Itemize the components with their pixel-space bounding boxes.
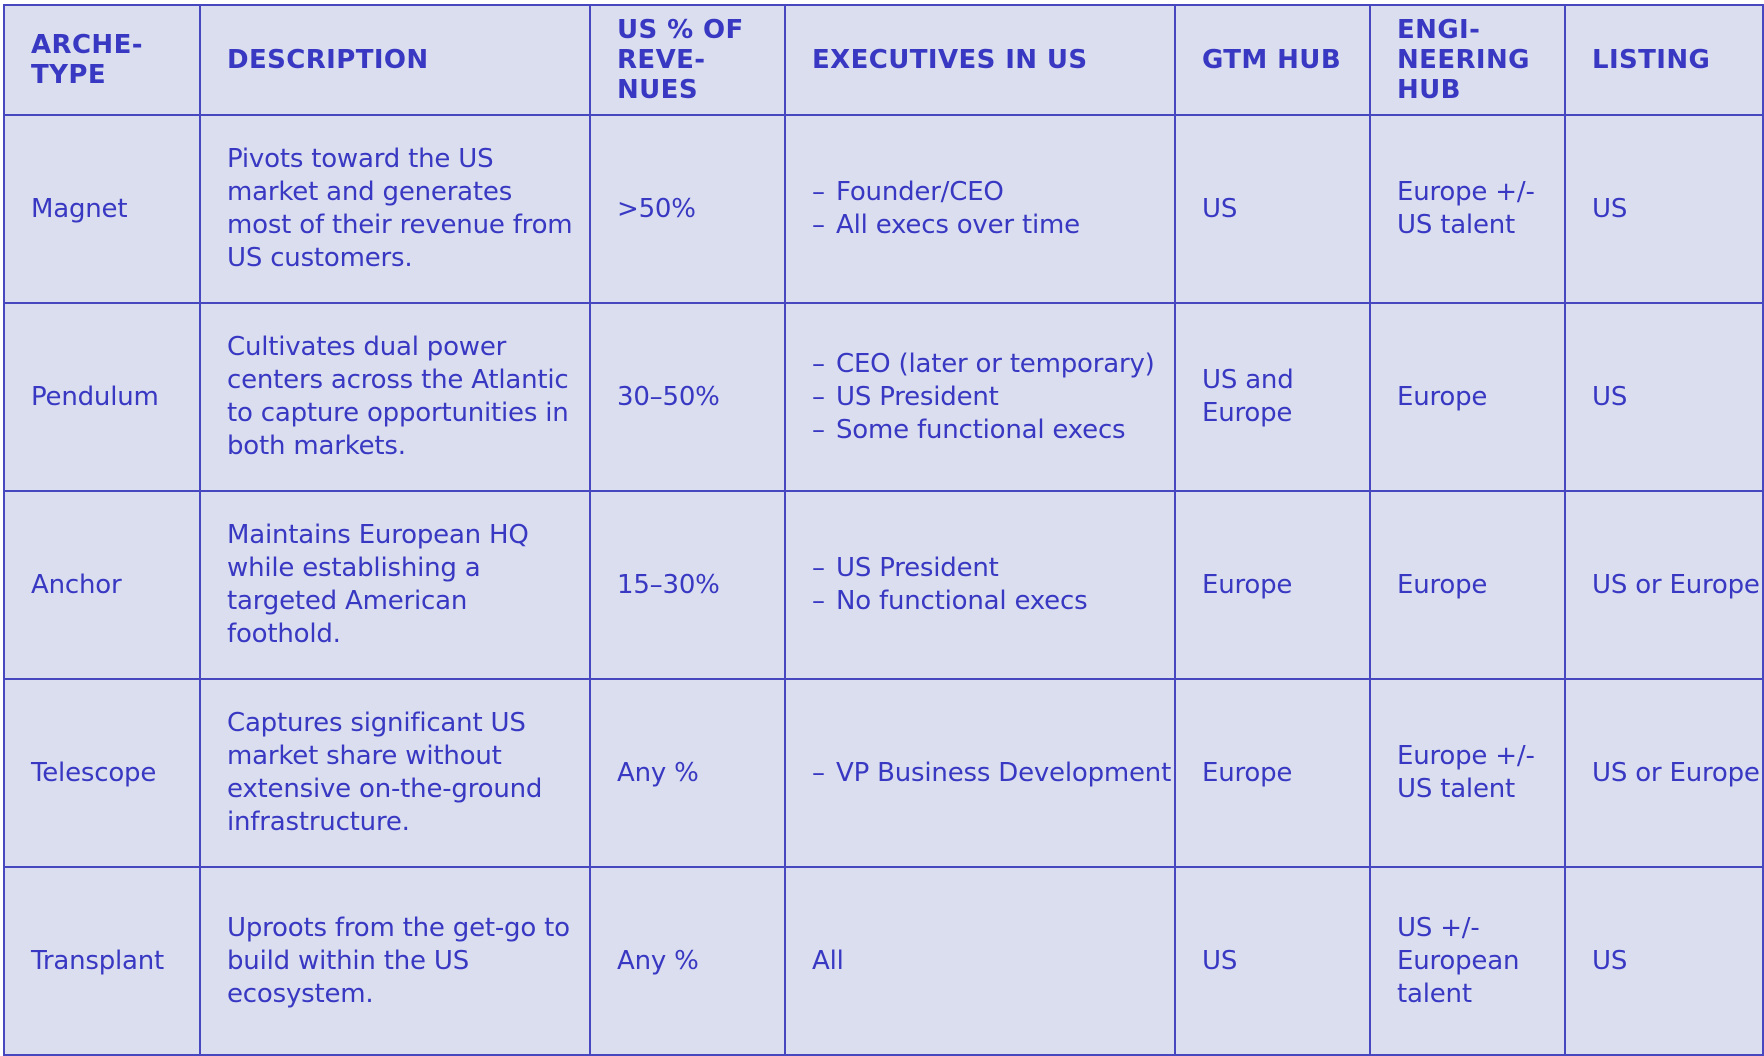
us-revenue-cell: 15–30%: [589, 490, 786, 680]
us-revenue-cell: Any %: [589, 678, 786, 868]
header-us-revenue-share: US % OF REVE- NUES: [589, 4, 786, 116]
engineering-hub-cell: Europe: [1369, 490, 1566, 680]
us-revenue-cell: >50%: [589, 114, 786, 304]
executives-list: Founder/CEO All execs over time: [812, 176, 1174, 242]
gtm-hub-cell: US and Europe: [1174, 302, 1371, 492]
executive-item: CEO (later or temporary): [812, 348, 1174, 381]
engineering-hub-cell: Europe: [1369, 302, 1566, 492]
listing-cell: US: [1564, 302, 1764, 492]
engineering-hub-cell: Europe +/- US talent: [1369, 678, 1566, 868]
header-engineering-hub: ENGI- NEERING HUB: [1369, 4, 1566, 116]
description-cell: Captures significant US market share wit…: [199, 678, 591, 868]
engineering-hub-cell: Europe +/- US talent: [1369, 114, 1566, 304]
archetype-table-container: ARCHE- TYPE DESCRIPTION US % OF REVE- NU…: [3, 4, 1764, 1056]
listing-cell: US or Europe: [1564, 678, 1764, 868]
engineering-hub-cell: US +/- European talent: [1369, 866, 1566, 1056]
archetype-table: ARCHE- TYPE DESCRIPTION US % OF REVE- NU…: [3, 4, 1764, 1056]
gtm-hub-cell: Europe: [1174, 678, 1371, 868]
executives-list: US President No functional execs: [812, 552, 1174, 618]
executives-list: CEO (later or temporary) US President So…: [812, 348, 1174, 447]
executive-item: All execs over time: [812, 209, 1174, 242]
archetype-cell: Magnet: [3, 114, 201, 304]
listing-cell: US: [1564, 114, 1764, 304]
header-description: DESCRIPTION: [199, 4, 591, 116]
executives-cell: CEO (later or temporary) US President So…: [784, 302, 1176, 492]
us-revenue-cell: 30–50%: [589, 302, 786, 492]
us-revenue-cell: Any %: [589, 866, 786, 1056]
description-cell: Uproots from the get-go to build within …: [199, 866, 591, 1056]
archetype-cell: Transplant: [3, 866, 201, 1056]
executives-cell: All: [784, 866, 1176, 1056]
executive-item: Founder/CEO: [812, 176, 1174, 209]
table-row-telescope: Telescope Captures significant US market…: [3, 678, 1764, 868]
executives-list: VP Business Development: [812, 757, 1174, 790]
description-cell: Pivots toward the US market and generate…: [199, 114, 591, 304]
archetype-cell: Telescope: [3, 678, 201, 868]
header-listing: LISTING: [1564, 4, 1764, 116]
description-cell: Maintains European HQ while establishing…: [199, 490, 591, 680]
executives-cell: VP Business Development: [784, 678, 1176, 868]
gtm-hub-cell: US: [1174, 114, 1371, 304]
gtm-hub-cell: Europe: [1174, 490, 1371, 680]
table-row-pendulum: Pendulum Cultivates dual power centers a…: [3, 302, 1764, 492]
executive-item: VP Business Development: [812, 757, 1174, 790]
executive-item: No functional execs: [812, 585, 1174, 618]
archetype-cell: Anchor: [3, 490, 201, 680]
listing-cell: US or Europe: [1564, 490, 1764, 680]
description-cell: Cultivates dual power centers across the…: [199, 302, 591, 492]
table-row-magnet: Magnet Pivots toward the US market and g…: [3, 114, 1764, 304]
executives-cell: Founder/CEO All execs over time: [784, 114, 1176, 304]
executive-item: US President: [812, 552, 1174, 585]
listing-cell: US: [1564, 866, 1764, 1056]
archetype-cell: Pendulum: [3, 302, 201, 492]
executive-item: Some functional execs: [812, 414, 1174, 447]
header-gtm-hub: GTM HUB: [1174, 4, 1371, 116]
header-archetype: ARCHE- TYPE: [3, 4, 201, 116]
gtm-hub-cell: US: [1174, 866, 1371, 1056]
header-row: ARCHE- TYPE DESCRIPTION US % OF REVE- NU…: [3, 4, 1764, 116]
header-executives-in-us: EXECUTIVES IN US: [784, 4, 1176, 116]
executives-cell: US President No functional execs: [784, 490, 1176, 680]
table-row-transplant: Transplant Uproots from the get-go to bu…: [3, 866, 1764, 1056]
table-row-anchor: Anchor Maintains European HQ while estab…: [3, 490, 1764, 680]
executive-item: US President: [812, 381, 1174, 414]
